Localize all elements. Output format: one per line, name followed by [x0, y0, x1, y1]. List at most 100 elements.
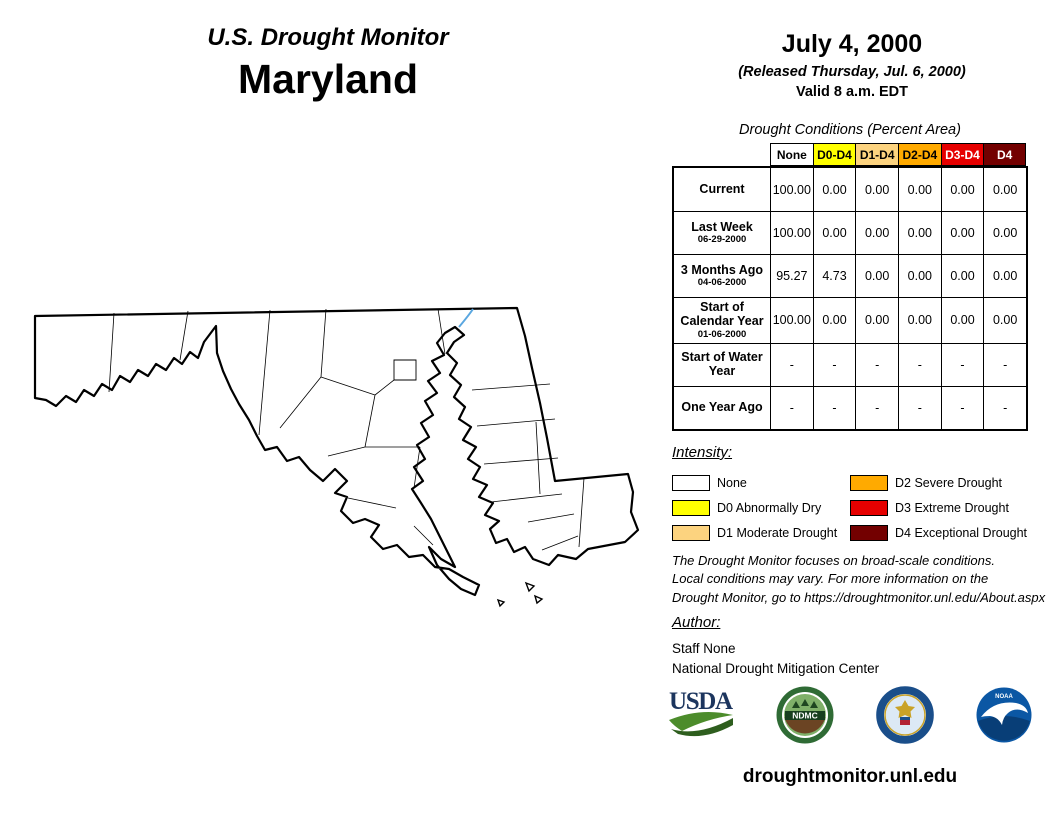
row-date: 06-29-2000	[697, 234, 747, 246]
svg-text:NOAA: NOAA	[995, 694, 1013, 700]
value-cell: 0.00	[898, 168, 941, 211]
value-cell: -	[898, 386, 941, 429]
baltimore-city-boundary	[393, 359, 417, 381]
conditions-table: Drought Conditions (Percent Area) None D…	[672, 122, 1028, 431]
legend-item-d1: D1 Moderate Drought	[672, 524, 850, 541]
table-row-3-months-ago: 3 Months Ago 04-06-2000 95.27 4.73 0.00 …	[674, 254, 1026, 297]
row-date: 01-06-2000	[697, 328, 747, 340]
value-cell: 0.00	[812, 212, 856, 254]
table-row-one-year-ago: One Year Ago - - - - - -	[674, 385, 1026, 429]
value-cell: 0.00	[983, 168, 1026, 211]
legend-title: Intensity:	[672, 444, 733, 461]
value-cell: 100.00	[770, 298, 813, 343]
value-cell: 0.00	[983, 255, 1026, 297]
bay-islands	[496, 581, 544, 608]
row-label: Current	[699, 181, 745, 196]
value-cell: -	[812, 343, 856, 386]
column-header-d4: D4	[983, 143, 1026, 166]
legend-swatch-d1	[672, 524, 710, 541]
value-cell: -	[983, 343, 1026, 386]
value-cell: -	[812, 386, 856, 429]
author-name: Staff None	[672, 641, 736, 656]
row-label: Last Week 06-29-2000	[691, 219, 753, 246]
county-boundaries	[108, 308, 585, 551]
usda-logo: USDA	[668, 687, 734, 743]
value-cell: 0.00	[940, 212, 984, 254]
row-label: 3 Months Ago 04-06-2000	[680, 262, 764, 289]
row-label: Start of Water Year	[681, 349, 763, 379]
column-header-d3-d4: D3-D4	[940, 143, 984, 166]
column-header-d2-d4: D2-D4	[898, 143, 941, 166]
state-outline	[33, 306, 640, 597]
maryland-map	[28, 298, 650, 628]
date-block: July 4, 2000 (Released Thursday, Jul. 6,…	[660, 30, 1044, 100]
value-cell: 100.00	[770, 168, 813, 211]
valid-time: Valid 8 a.m. EDT	[795, 84, 908, 100]
logo-row: USDA NDMC	[668, 686, 1032, 744]
row-label: Start of Calendar Year 01-06-2000	[680, 300, 764, 340]
table-row-current: Current 100.00 0.00 0.00 0.00 0.00 0.00	[674, 168, 1026, 211]
value-cell: -	[940, 386, 984, 429]
legend-swatch-d4	[850, 524, 888, 541]
legend-swatch-d3	[850, 499, 888, 516]
table-title: Drought Conditions (Percent Area)	[739, 122, 961, 138]
value-cell: -	[940, 343, 984, 386]
legend-item-d2: D2 Severe Drought	[850, 474, 1034, 491]
value-cell: 0.00	[812, 298, 856, 343]
value-cell: 0.00	[855, 255, 898, 297]
table-row-start-water-year: Start of Water Year - - - - - -	[674, 342, 1026, 386]
value-cell: 0.00	[855, 168, 898, 211]
susquehanna-river	[458, 308, 474, 328]
value-cell: 0.00	[940, 255, 984, 297]
row-label: One Year Ago	[681, 399, 763, 414]
value-cell: -	[855, 386, 898, 429]
value-cell: 0.00	[855, 298, 898, 343]
column-header-none: None	[770, 143, 813, 166]
footer-url: droughtmonitor.unl.edu	[742, 766, 958, 787]
value-cell: 0.00	[898, 298, 941, 343]
disclaimer-line-2: Local conditions may vary. For more info…	[672, 571, 989, 587]
table-header-row: None D0-D4 D1-D4 D2-D4 D3-D4 D4	[672, 143, 1028, 166]
map-date: July 4, 2000	[781, 30, 923, 58]
table-row-start-calendar-year: Start of Calendar Year 01-06-2000 100.00…	[674, 297, 1026, 343]
column-header-d1-d4: D1-D4	[855, 143, 898, 166]
svg-text:USDA: USDA	[669, 688, 733, 715]
author-block: Author: Staff None National Drought Miti…	[672, 614, 879, 678]
value-cell: 0.00	[940, 298, 984, 343]
release-date: (Released Thursday, Jul. 6, 2000)	[738, 64, 966, 80]
value-cell: -	[898, 343, 941, 386]
legend-swatch-d0	[672, 499, 710, 516]
value-cell: 0.00	[983, 212, 1026, 254]
ndmc-logo: NDMC	[776, 686, 834, 744]
legend-grid: None D0 Abnormally Dry D1 Moderate Droug…	[672, 470, 1034, 545]
value-cell: -	[770, 386, 813, 429]
legend-swatch-none	[672, 474, 710, 491]
disclaimer-line-3: Drought Monitor, go to https://droughtmo…	[672, 589, 1046, 605]
state-name: Maryland	[238, 56, 418, 102]
legend-swatch-d2	[850, 474, 888, 491]
table-corner-cell	[674, 143, 770, 166]
author-org: National Drought Mitigation Center	[672, 660, 880, 676]
column-header-d0-d4: D0-D4	[812, 143, 856, 166]
value-cell: 0.00	[983, 298, 1026, 343]
value-cell: 4.73	[812, 255, 856, 297]
commerce-seal-logo	[876, 686, 934, 744]
disclaimer: The Drought Monitor focuses on broad-sca…	[672, 552, 1045, 607]
maryland-map-svg	[33, 306, 640, 608]
legend-item-d0: D0 Abnormally Dry	[672, 499, 850, 516]
value-cell: -	[770, 343, 813, 386]
value-cell: -	[983, 386, 1026, 429]
value-cell: 0.00	[855, 212, 898, 254]
value-cell: -	[855, 343, 898, 386]
legend-item-none: None	[672, 474, 850, 491]
value-cell: 0.00	[898, 255, 941, 297]
value-cell: 0.00	[940, 168, 984, 211]
value-cell: 100.00	[770, 212, 813, 254]
table-row-last-week: Last Week 06-29-2000 100.00 0.00 0.00 0.…	[674, 211, 1026, 254]
intensity-legend: Intensity: None D0 Abnormally Dry D1 Mod…	[672, 444, 1034, 545]
value-cell: 0.00	[898, 212, 941, 254]
noaa-logo: NOAA	[976, 687, 1032, 743]
value-cell: 95.27	[770, 255, 813, 297]
value-cell: 0.00	[812, 168, 856, 211]
